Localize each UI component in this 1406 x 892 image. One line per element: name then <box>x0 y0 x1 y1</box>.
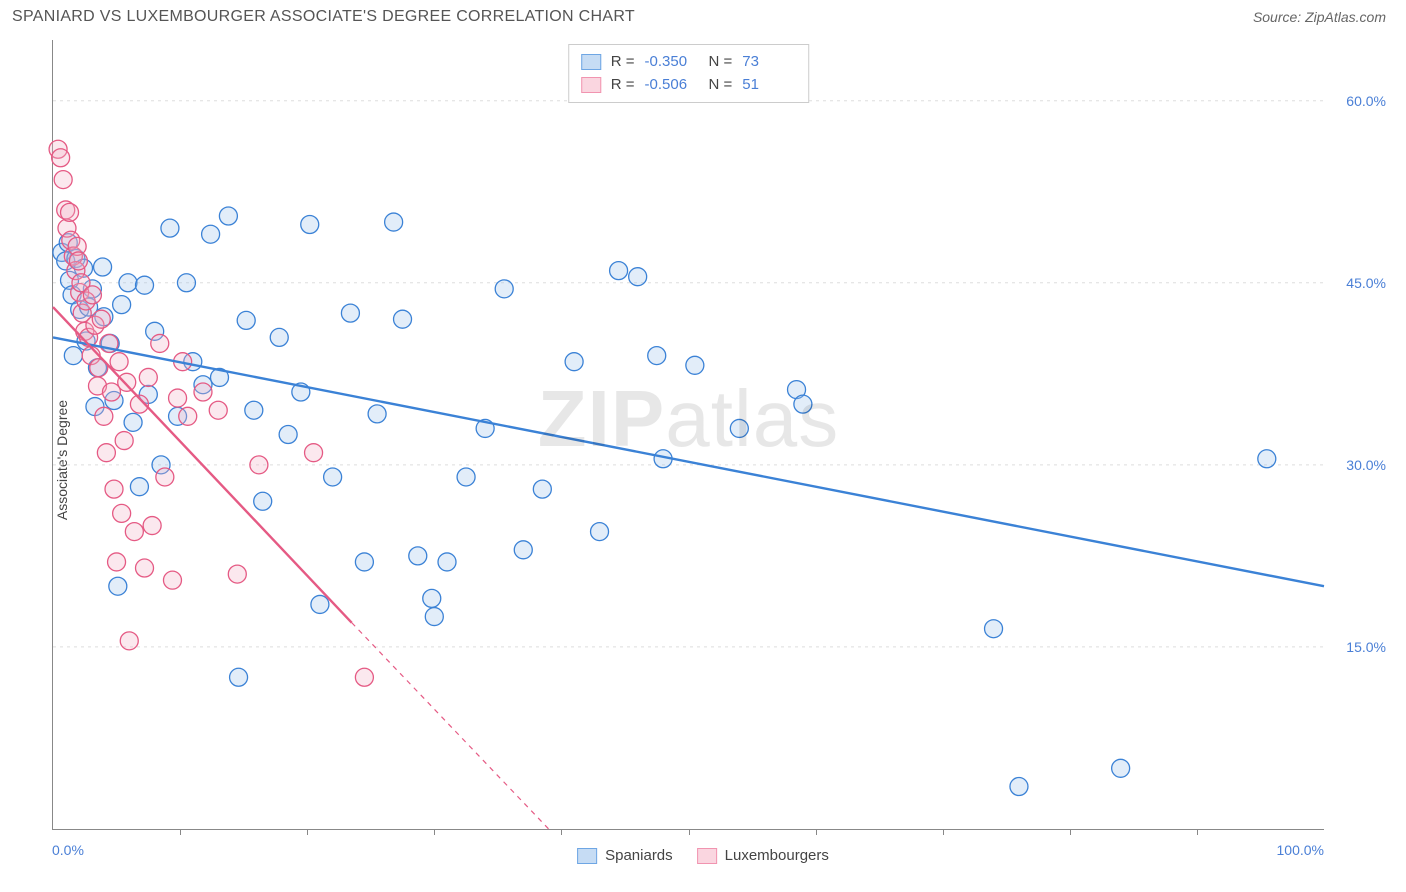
swatch-icon <box>581 77 601 93</box>
legend-row: R = -0.506 N = 51 <box>581 74 797 97</box>
swatch-icon <box>697 848 717 864</box>
legend-correlation: R = -0.350 N = 73 R = -0.506 N = 51 <box>568 44 810 103</box>
source-label: Source: ZipAtlas.com <box>1253 9 1386 25</box>
legend-item: Spaniards <box>577 847 673 864</box>
x-tick-mark <box>1070 829 1071 835</box>
x-tick-mark <box>816 829 817 835</box>
legend-row: R = -0.350 N = 73 <box>581 51 797 74</box>
trend-line <box>53 337 1324 586</box>
x-tick-mark <box>689 829 690 835</box>
swatch-icon <box>581 54 601 70</box>
chart-title: SPANIARD VS LUXEMBOURGER ASSOCIATE'S DEG… <box>12 8 635 26</box>
legend-series: Spaniards Luxembourgers <box>577 847 829 864</box>
plot-area: ZIPatlas R = -0.350 N = 73 R = -0.506 N … <box>52 40 1324 830</box>
x-tick-mark <box>180 829 181 835</box>
y-tick-label: 60.0% <box>1346 93 1386 109</box>
legend-item: Luxembourgers <box>697 847 829 864</box>
y-tick-label: 30.0% <box>1346 457 1386 473</box>
x-min-label: 0.0% <box>52 842 84 858</box>
x-tick-mark <box>943 829 944 835</box>
trend-line-extrapolated <box>352 623 549 829</box>
x-tick-mark <box>434 829 435 835</box>
trend-line <box>53 307 352 623</box>
x-tick-mark <box>307 829 308 835</box>
chart-container: Associate's Degree ZIPatlas R = -0.350 N… <box>12 40 1394 880</box>
x-max-label: 100.0% <box>1277 842 1324 858</box>
y-tick-label: 15.0% <box>1346 639 1386 655</box>
trendlines-layer <box>53 40 1324 829</box>
x-tick-mark <box>1197 829 1198 835</box>
swatch-icon <box>577 848 597 864</box>
y-tick-label: 45.0% <box>1346 275 1386 291</box>
x-tick-mark <box>561 829 562 835</box>
